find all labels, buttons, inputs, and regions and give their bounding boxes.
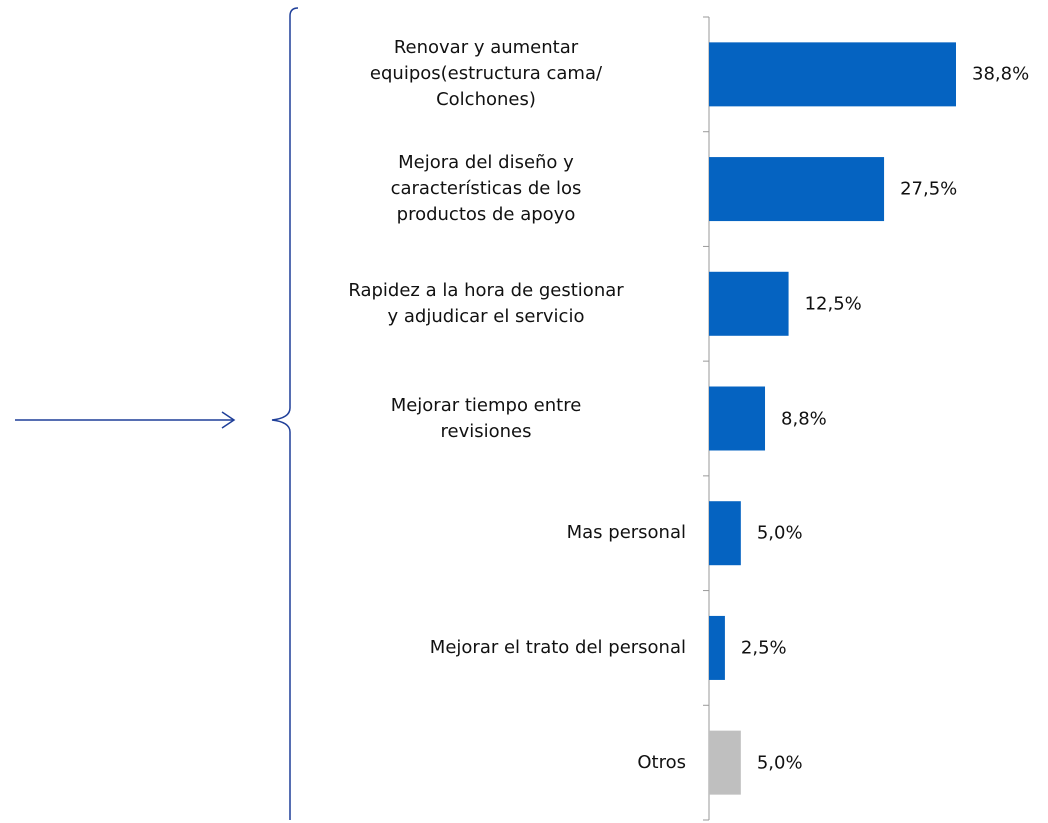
data-label: 5,0% — [756, 752, 803, 774]
data-label: 8,8% — [781, 408, 827, 429]
category-label: Renovar y aumentar equipos(estructura ca… — [369, 37, 603, 111]
bar — [709, 157, 885, 222]
category-label: Rapidez a la hora de gestionar y adjudic… — [348, 279, 624, 327]
data-label: 2,5% — [740, 637, 787, 659]
data-label: 38,8% — [972, 63, 1030, 85]
data-label: 27,5% — [900, 178, 958, 200]
brace — [271, 7, 299, 820]
data-label: 12,5% — [804, 293, 862, 315]
arrow-head — [221, 411, 236, 429]
category-label: Mejorar el trato del personal — [429, 636, 686, 658]
category-label: Otros — [637, 751, 686, 773]
category-label: Mejorar tiempo entre revisiones — [390, 394, 582, 442]
bar — [709, 386, 766, 451]
bar — [709, 501, 741, 566]
bar — [709, 615, 725, 680]
bar — [709, 271, 789, 336]
bar — [709, 730, 741, 795]
data-label: 5,0% — [756, 522, 803, 544]
category-label: Mas personal — [566, 522, 686, 544]
category-label: Mejora del diseño y características de l… — [390, 152, 582, 226]
bar — [709, 42, 956, 107]
